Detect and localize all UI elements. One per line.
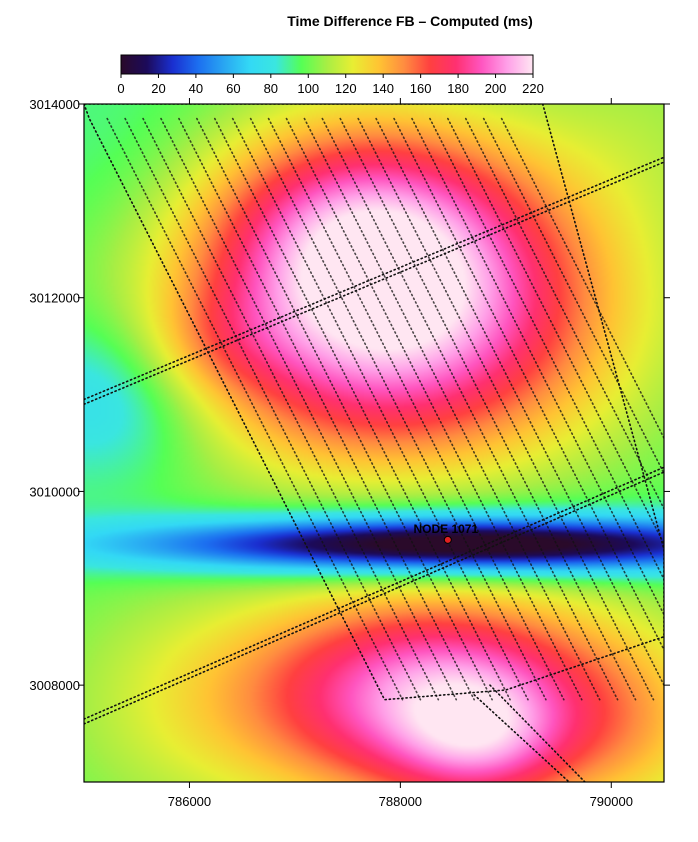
- shot-line: [429, 117, 664, 582]
- shot-line: [393, 117, 664, 652]
- y-tick-label: 3014000: [29, 97, 80, 112]
- receiver-line: [84, 156, 664, 401]
- shot-line: [106, 117, 404, 701]
- heatmap: [84, 104, 664, 782]
- shot-line: [375, 117, 664, 687]
- colorbar-tick-label: 40: [189, 81, 203, 96]
- receiver-line: [489, 684, 586, 782]
- shot-line: [411, 117, 664, 617]
- colorbar-tick-label: 200: [485, 81, 507, 96]
- colorbar-tick-label: 100: [297, 81, 319, 96]
- colorbar-tick-label: 80: [264, 81, 278, 96]
- receiver-line: [84, 471, 664, 725]
- colorbar-tick-label: 180: [447, 81, 469, 96]
- colorbar-tick-label: 0: [117, 81, 124, 96]
- shot-line: [124, 117, 422, 701]
- x-tick-label: 786000: [168, 794, 211, 809]
- colorbar-bar: [120, 54, 534, 75]
- y-tick-label: 3012000: [29, 291, 80, 306]
- shot-line: [357, 117, 655, 701]
- shot-line: [303, 117, 601, 701]
- y-tick-label: 3008000: [29, 678, 80, 693]
- plot-frame: [83, 103, 665, 783]
- colorbar-tick-label: 120: [335, 81, 357, 96]
- shot-line: [321, 117, 619, 701]
- colorbar-tick-label: 60: [226, 81, 240, 96]
- shot-line: [213, 117, 511, 701]
- survey-overlay: NODE 1071: [84, 104, 664, 782]
- colorbar: 0 20 40 60 80 100 120 140 160 180 200 220: [117, 54, 544, 96]
- node-label: NODE 1071: [413, 522, 478, 536]
- colorbar-tick-label: 220: [522, 81, 544, 96]
- shot-line: [178, 117, 475, 701]
- chart-title: Time Difference FB – Computed (ms): [287, 13, 533, 29]
- x-tick-label: 790000: [590, 794, 633, 809]
- shot-line: [267, 117, 565, 701]
- map-panel: NODE 1071 786000 788000 790000 3008000 30100…: [29, 97, 670, 809]
- shot-line: [447, 117, 664, 546]
- receiver-line: [473, 694, 570, 782]
- shot-line: [500, 117, 664, 440]
- x-tick-label: 788000: [379, 794, 422, 809]
- receiver-line: [84, 466, 664, 720]
- y-tick-label: 3010000: [29, 484, 80, 499]
- shot-line: [142, 117, 440, 701]
- axis-ticks: 786000 788000 790000 3008000 3010000 3012000 3…: [29, 97, 670, 809]
- shot-line: [231, 117, 529, 701]
- shot-line: [160, 117, 458, 701]
- colorbar-tick-label: 140: [372, 81, 394, 96]
- shot-area-outline: [84, 104, 664, 701]
- node-marker: [443, 535, 452, 544]
- colorbar-tick-label: 20: [151, 81, 165, 96]
- colorbar-ticks: 0 20 40 60 80 100 120 140 160 180 200 220: [117, 74, 544, 96]
- shot-line: [249, 117, 547, 701]
- shot-line: [482, 117, 664, 476]
- shot-line: [464, 117, 664, 511]
- receiver-line: [84, 161, 664, 406]
- colorbar-tick-label: 160: [410, 81, 432, 96]
- shot-line: [339, 117, 637, 701]
- shot-line: [285, 117, 583, 701]
- shot-line: [196, 117, 493, 701]
